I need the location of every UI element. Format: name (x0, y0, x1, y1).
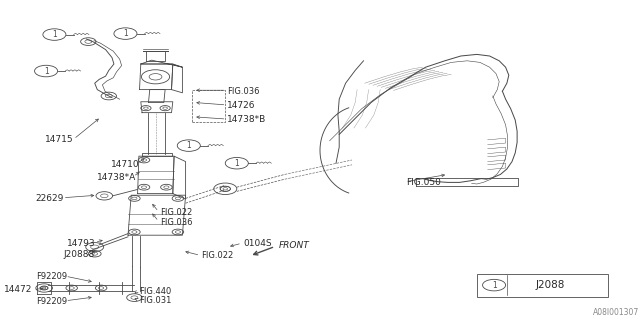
Text: FIG.050: FIG.050 (406, 178, 441, 187)
Text: FIG.022: FIG.022 (202, 252, 234, 260)
Text: 22629: 22629 (36, 194, 64, 203)
Text: 1: 1 (234, 159, 239, 168)
Text: J2088: J2088 (536, 280, 565, 290)
Text: FIG.036: FIG.036 (160, 218, 193, 227)
Text: 14726: 14726 (227, 101, 256, 110)
Text: 14793: 14793 (67, 239, 96, 248)
Text: FRONT: FRONT (278, 241, 309, 250)
Text: 14715: 14715 (45, 135, 74, 144)
Text: 14710: 14710 (111, 160, 140, 169)
Text: FIG.022: FIG.022 (160, 208, 192, 217)
Text: 1: 1 (44, 67, 49, 76)
Text: 1: 1 (186, 141, 191, 150)
Text: A08I001307: A08I001307 (593, 308, 639, 317)
Text: FIG.036: FIG.036 (227, 87, 260, 96)
Text: J20888: J20888 (63, 250, 95, 259)
Text: 1: 1 (492, 281, 497, 290)
Text: 14738*B: 14738*B (227, 116, 266, 124)
Text: F92209: F92209 (36, 272, 67, 281)
Text: F92209: F92209 (36, 297, 67, 306)
Text: FIG.440: FIG.440 (140, 287, 172, 296)
Text: 1: 1 (123, 29, 128, 38)
Text: 14738*A: 14738*A (97, 173, 136, 182)
Text: FIG.031: FIG.031 (140, 296, 172, 305)
Text: 14472: 14472 (4, 285, 32, 294)
Text: 1: 1 (52, 30, 57, 39)
Text: 0104S: 0104S (243, 239, 272, 248)
